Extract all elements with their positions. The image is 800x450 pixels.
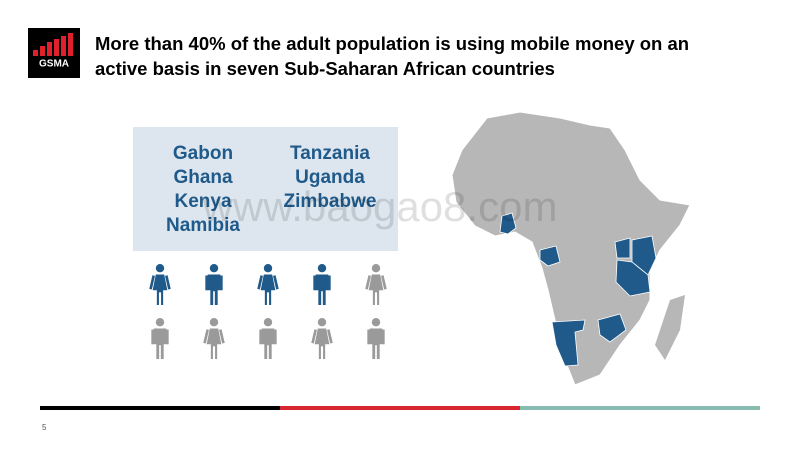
country-name: Tanzania <box>290 143 370 164</box>
country-name: Uganda <box>295 167 365 188</box>
person-icon <box>311 318 333 360</box>
person-icon <box>151 318 169 360</box>
people-icons <box>149 264 387 360</box>
title-line: More than 40% of the adult population is… <box>95 33 689 54</box>
country-name: Gabon <box>173 143 233 164</box>
country-name: Ghana <box>173 167 233 188</box>
watermark: www.baogao8.com <box>202 183 558 230</box>
country-name: Namibia <box>166 215 240 236</box>
logo-bars <box>33 33 73 56</box>
country-name: Kenya <box>174 191 231 212</box>
divider <box>280 406 520 410</box>
page-number: 5 <box>42 423 47 432</box>
person-icon <box>259 318 277 360</box>
africa-map <box>451 111 691 386</box>
person-icon <box>365 264 387 306</box>
divider <box>520 406 760 410</box>
country-box <box>133 127 398 251</box>
person-icon <box>149 264 171 306</box>
logo-text: GSMA <box>39 59 69 70</box>
country-name: Zimbabwe <box>284 191 377 212</box>
person-icon <box>367 318 385 360</box>
divider <box>40 406 280 410</box>
person-icon <box>203 318 225 360</box>
person-icon <box>257 264 279 306</box>
person-icon <box>313 264 331 306</box>
title-line: active basis in seven Sub-Saharan Africa… <box>95 58 555 79</box>
person-icon <box>205 264 223 306</box>
country-list: Gabon Ghana Kenya Namibia Tanzania Uganda Zimb… <box>166 143 376 236</box>
